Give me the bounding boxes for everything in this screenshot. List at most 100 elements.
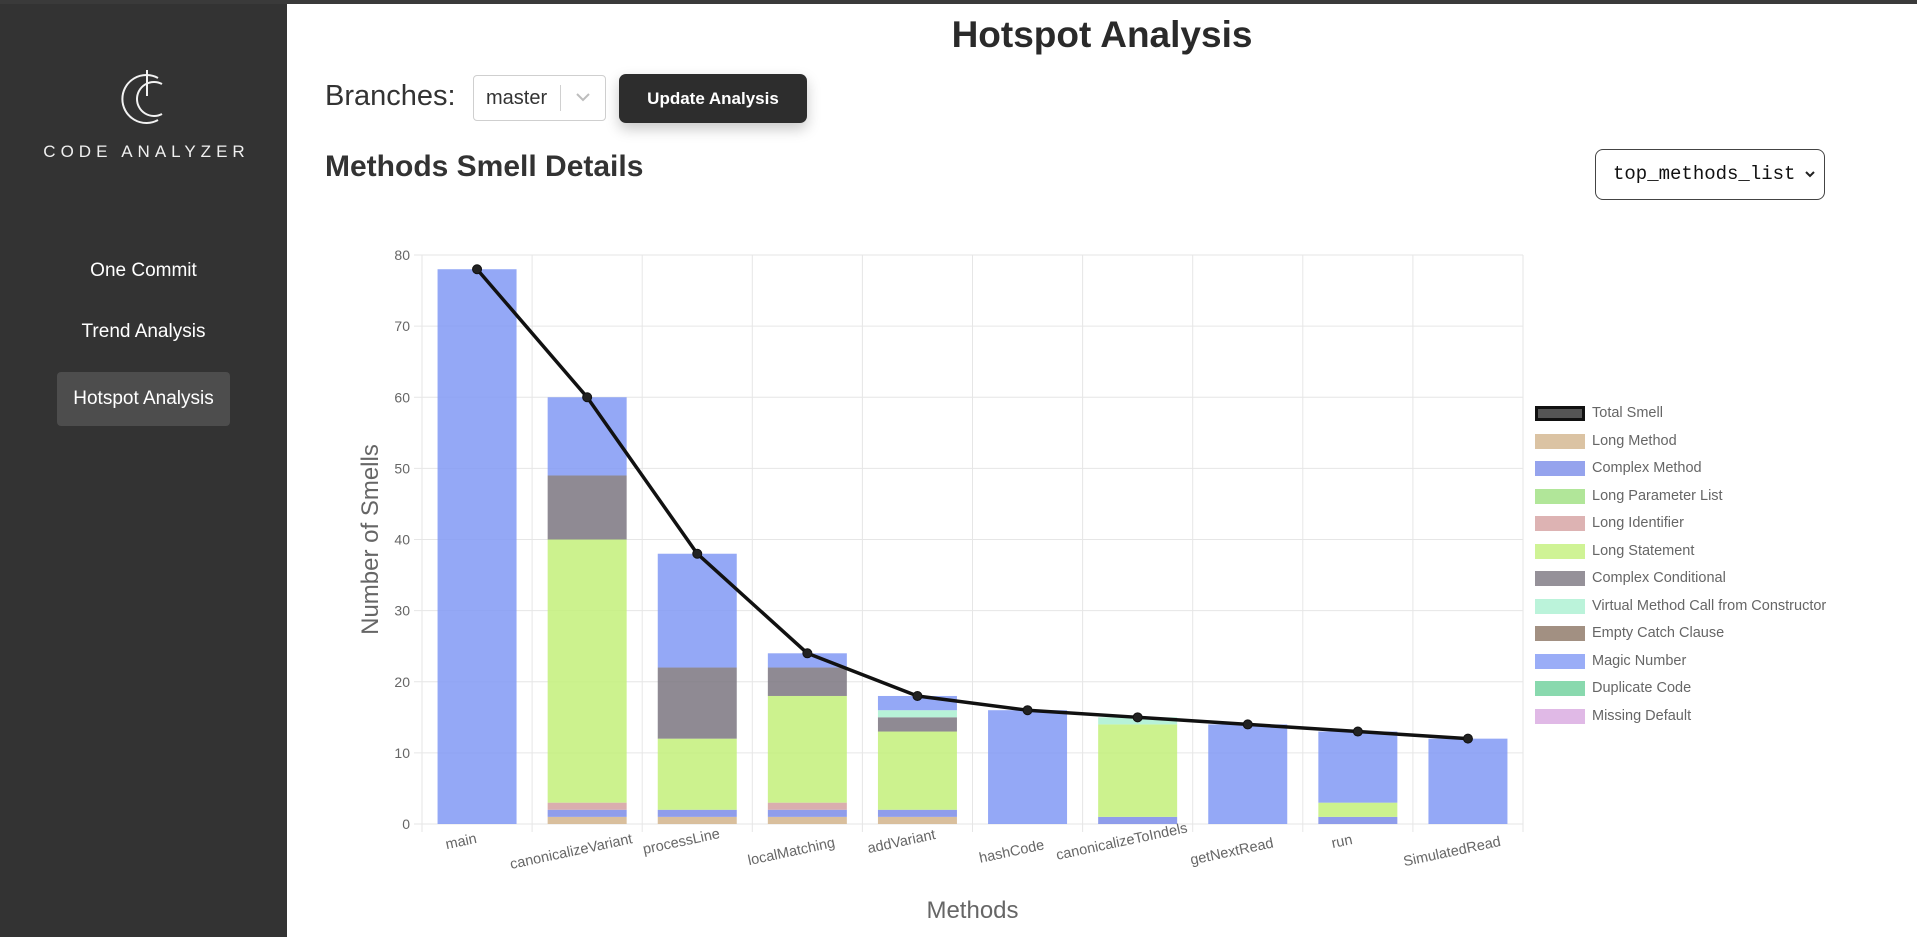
chart-legend: Total Smell Long Method Complex Method Long… bbox=[1535, 403, 1865, 733]
x-tick-label: getNextRead bbox=[1189, 835, 1275, 868]
total-smell-point bbox=[1022, 705, 1033, 716]
select-separator bbox=[560, 85, 561, 111]
y-tick-label: 70 bbox=[394, 318, 410, 334]
total-smell-point bbox=[582, 392, 593, 403]
legend-swatch bbox=[1535, 406, 1585, 421]
bar-segment bbox=[657, 553, 737, 668]
nav-one-commit[interactable]: One Commit bbox=[90, 260, 197, 281]
total-smell-point bbox=[912, 690, 923, 701]
legend-item[interactable]: Virtual Method Call from Constructor bbox=[1535, 596, 1865, 624]
bar-segment bbox=[767, 802, 847, 810]
bar-segment bbox=[877, 816, 957, 824]
chevron-down-icon bbox=[576, 93, 590, 102]
y-tick-label: 80 bbox=[394, 247, 410, 263]
methods-list-select[interactable]: top_methods_list bbox=[1595, 149, 1825, 200]
bar-segment bbox=[1428, 738, 1508, 824]
legend-label: Total Smell bbox=[1592, 405, 1663, 421]
chevron-down-icon bbox=[1805, 171, 1815, 178]
branch-select[interactable]: master bbox=[473, 75, 606, 121]
branches-label: Branches: bbox=[325, 80, 456, 112]
total-smell-point bbox=[1352, 726, 1363, 737]
legend-swatch bbox=[1535, 461, 1585, 476]
sidebar: CODE ANALYZER One Commit Trend Analysis … bbox=[0, 4, 287, 937]
legend-item[interactable]: Complex Method bbox=[1535, 458, 1865, 486]
legend-swatch bbox=[1535, 571, 1585, 586]
legend-item[interactable]: Missing Default bbox=[1535, 706, 1865, 734]
section-title: Methods Smell Details bbox=[325, 150, 644, 183]
page-title: Hotspot Analysis bbox=[951, 14, 1253, 55]
x-tick-label: canonicalizeVariant bbox=[509, 831, 634, 873]
bar-segment bbox=[877, 809, 957, 817]
legend-swatch bbox=[1535, 681, 1585, 696]
legend-item[interactable]: Long Statement bbox=[1535, 541, 1865, 569]
y-tick-label: 20 bbox=[394, 674, 410, 690]
x-tick-label: addVariant bbox=[866, 827, 937, 857]
x-tick-label: localMatching bbox=[746, 835, 836, 869]
bar-segment bbox=[1098, 724, 1178, 817]
total-smell-point bbox=[1242, 719, 1253, 730]
bar-segment bbox=[657, 738, 737, 810]
methods-list-value: top_methods_list bbox=[1613, 163, 1796, 185]
legend-swatch bbox=[1535, 433, 1585, 449]
bar-segment bbox=[657, 809, 737, 817]
update-analysis-button[interactable]: Update Analysis bbox=[619, 74, 807, 123]
y-tick-label: 50 bbox=[394, 460, 410, 476]
total-smell-point bbox=[1132, 712, 1143, 723]
legend-item[interactable]: Duplicate Code bbox=[1535, 678, 1865, 706]
branch-select-value: master bbox=[486, 87, 548, 109]
x-tick-label: hashCode bbox=[978, 837, 1046, 866]
legend-swatch bbox=[1535, 708, 1585, 724]
bar-segment bbox=[657, 667, 737, 739]
legend-label: Missing Default bbox=[1592, 707, 1692, 724]
x-axis-title: Methods bbox=[926, 897, 1018, 924]
bar-segment bbox=[767, 667, 847, 696]
legend-label: Long Method bbox=[1592, 432, 1677, 449]
legend-label: Empty Catch Clause bbox=[1592, 625, 1725, 641]
bar-segment bbox=[547, 539, 627, 803]
legend-item[interactable]: Empty Catch Clause bbox=[1535, 623, 1865, 651]
bar-segment bbox=[988, 710, 1068, 824]
bar-segment bbox=[547, 475, 627, 540]
bar-segment bbox=[877, 717, 957, 732]
bar-segment bbox=[767, 816, 847, 824]
x-tick-label: run bbox=[1330, 832, 1354, 852]
x-tick-label: main bbox=[444, 831, 478, 853]
window-top-border bbox=[0, 0, 1917, 4]
bar-segment bbox=[547, 816, 627, 824]
x-tick-label: processLine bbox=[642, 826, 722, 858]
y-tick-label: 60 bbox=[394, 389, 410, 405]
legend-swatch bbox=[1535, 488, 1585, 504]
x-tick-label: canonicalizeToIndels bbox=[1055, 820, 1189, 863]
bar-segment bbox=[877, 731, 957, 810]
y-tick-label: 10 bbox=[394, 745, 410, 761]
nav-trend-analysis[interactable]: Trend Analysis bbox=[81, 321, 206, 342]
legend-item[interactable]: Complex Conditional bbox=[1535, 568, 1865, 596]
nav-hotspot-analysis[interactable]: Hotspot Analysis bbox=[57, 372, 230, 426]
bar-segment bbox=[547, 809, 627, 817]
legend-item[interactable]: Long Identifier bbox=[1535, 513, 1865, 541]
bar-segment bbox=[657, 816, 737, 824]
total-smell-point bbox=[472, 264, 483, 275]
legend-label: Complex Method bbox=[1592, 460, 1702, 476]
bar-segment bbox=[1318, 731, 1398, 803]
legend-item[interactable]: Magic Number bbox=[1535, 651, 1865, 679]
app-logo: CODE ANALYZER bbox=[0, 66, 287, 162]
legend-label: Virtual Method Call from Constructor bbox=[1592, 597, 1827, 614]
legend-swatch bbox=[1535, 653, 1585, 669]
logo-text: CODE ANALYZER bbox=[43, 142, 250, 161]
legend-item[interactable]: Long Method bbox=[1535, 431, 1865, 459]
total-smell-point bbox=[802, 648, 813, 659]
legend-swatch bbox=[1535, 598, 1585, 614]
legend-label: Duplicate Code bbox=[1592, 680, 1692, 696]
legend-swatch bbox=[1535, 626, 1585, 641]
legend-label: Magic Number bbox=[1592, 652, 1687, 669]
total-smell-point bbox=[692, 548, 703, 559]
y-axis-title: Number of Smells bbox=[357, 444, 384, 635]
legend-item[interactable]: Total Smell bbox=[1535, 403, 1865, 431]
legend-label: Long Identifier bbox=[1592, 515, 1684, 531]
legend-item[interactable]: Long Parameter List bbox=[1535, 486, 1865, 514]
bar-segment bbox=[767, 809, 847, 817]
bar-segment bbox=[1318, 816, 1398, 824]
y-tick-label: 30 bbox=[394, 603, 410, 619]
